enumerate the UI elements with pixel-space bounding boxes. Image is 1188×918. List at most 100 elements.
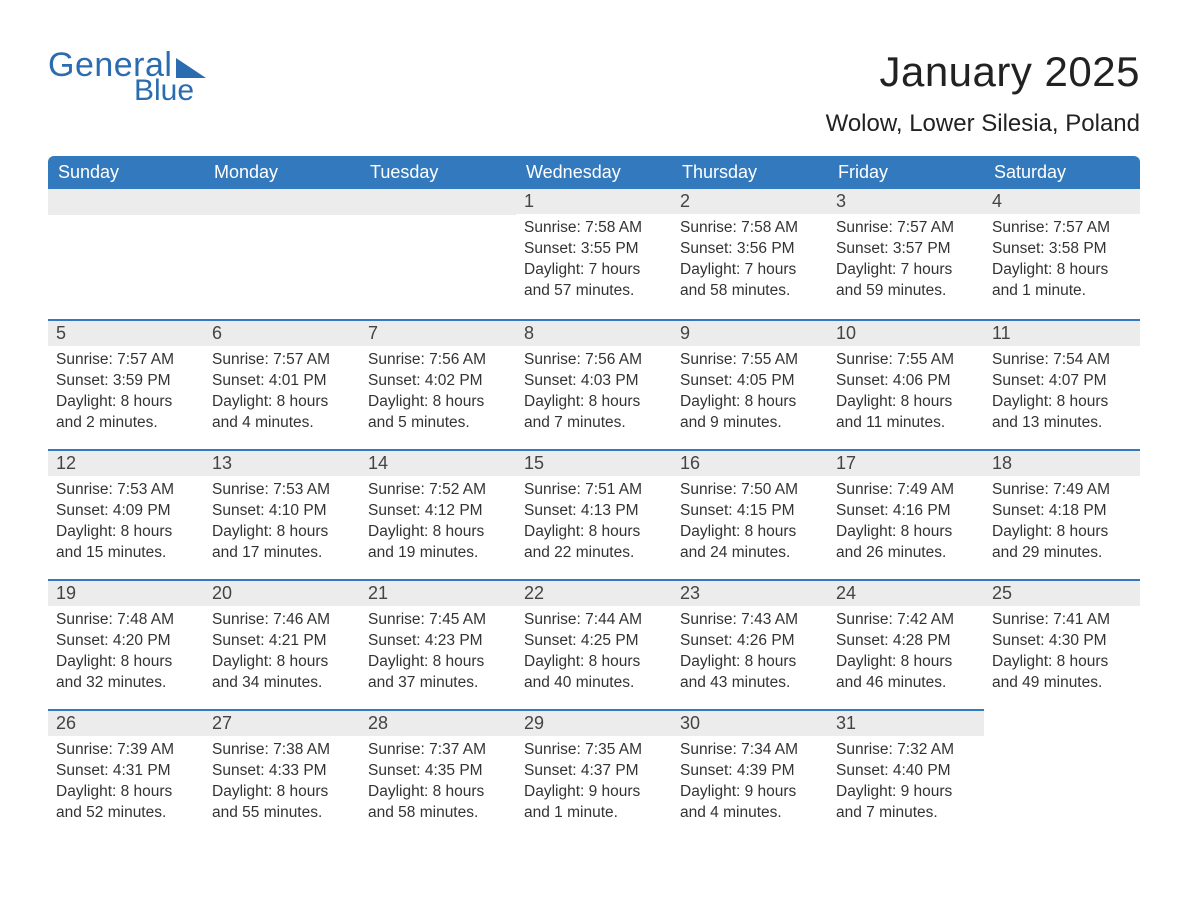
calendar-cell: 21Sunrise: 7:45 AMSunset: 4:23 PMDayligh…: [360, 579, 516, 709]
daylight-text-1: Daylight: 9 hours: [680, 782, 820, 803]
day-number: 17: [828, 449, 984, 476]
day-number: 29: [516, 709, 672, 736]
calendar-week-row: 19Sunrise: 7:48 AMSunset: 4:20 PMDayligh…: [48, 579, 1140, 709]
sunset-text: Sunset: 4:05 PM: [680, 371, 820, 392]
day-number: 13: [204, 449, 360, 476]
calendar-cell: 12Sunrise: 7:53 AMSunset: 4:09 PMDayligh…: [48, 449, 204, 579]
day-number: 19: [48, 579, 204, 606]
day-number: 26: [48, 709, 204, 736]
daylight-text-1: Daylight: 8 hours: [56, 392, 196, 413]
day-header: Friday: [828, 156, 984, 189]
daylight-text-1: Daylight: 8 hours: [836, 392, 976, 413]
day-number: 9: [672, 319, 828, 346]
daylight-text-2: and 32 minutes.: [56, 673, 196, 694]
calendar-table: Sunday Monday Tuesday Wednesday Thursday…: [48, 156, 1140, 839]
day-details: Sunrise: 7:38 AMSunset: 4:33 PMDaylight:…: [204, 736, 360, 832]
daylight-text-2: and 5 minutes.: [368, 413, 508, 434]
calendar-cell: 9Sunrise: 7:55 AMSunset: 4:05 PMDaylight…: [672, 319, 828, 449]
day-number: 15: [516, 449, 672, 476]
day-details: Sunrise: 7:37 AMSunset: 4:35 PMDaylight:…: [360, 736, 516, 832]
day-details: Sunrise: 7:48 AMSunset: 4:20 PMDaylight:…: [48, 606, 204, 702]
daylight-text-2: and 59 minutes.: [836, 281, 976, 302]
day-number: 23: [672, 579, 828, 606]
calendar-cell: 8Sunrise: 7:56 AMSunset: 4:03 PMDaylight…: [516, 319, 672, 449]
sunset-text: Sunset: 4:33 PM: [212, 761, 352, 782]
day-header: Sunday: [48, 156, 204, 189]
day-number: 31: [828, 709, 984, 736]
daylight-text-1: Daylight: 8 hours: [992, 522, 1132, 543]
sunset-text: Sunset: 4:20 PM: [56, 631, 196, 652]
daylight-text-2: and 26 minutes.: [836, 543, 976, 564]
daylight-text-2: and 24 minutes.: [680, 543, 820, 564]
calendar-header-row: Sunday Monday Tuesday Wednesday Thursday…: [48, 156, 1140, 189]
daylight-text-2: and 58 minutes.: [368, 803, 508, 824]
daylight-text-2: and 4 minutes.: [680, 803, 820, 824]
day-number: 18: [984, 449, 1140, 476]
daylight-text-2: and 7 minutes.: [524, 413, 664, 434]
daylight-text-2: and 9 minutes.: [680, 413, 820, 434]
calendar-cell: 10Sunrise: 7:55 AMSunset: 4:06 PMDayligh…: [828, 319, 984, 449]
daylight-text-1: Daylight: 8 hours: [992, 652, 1132, 673]
calendar-week-row: 12Sunrise: 7:53 AMSunset: 4:09 PMDayligh…: [48, 449, 1140, 579]
sunrise-text: Sunrise: 7:55 AM: [680, 350, 820, 371]
day-header: Wednesday: [516, 156, 672, 189]
daylight-text-1: Daylight: 8 hours: [836, 522, 976, 543]
day-details: Sunrise: 7:56 AMSunset: 4:02 PMDaylight:…: [360, 346, 516, 442]
day-details: Sunrise: 7:55 AMSunset: 4:06 PMDaylight:…: [828, 346, 984, 442]
day-number: 14: [360, 449, 516, 476]
day-details: Sunrise: 7:49 AMSunset: 4:18 PMDaylight:…: [984, 476, 1140, 572]
day-details: Sunrise: 7:44 AMSunset: 4:25 PMDaylight:…: [516, 606, 672, 702]
sunrise-text: Sunrise: 7:57 AM: [992, 218, 1132, 239]
sunrise-text: Sunrise: 7:37 AM: [368, 740, 508, 761]
day-details: Sunrise: 7:43 AMSunset: 4:26 PMDaylight:…: [672, 606, 828, 702]
daylight-text-1: Daylight: 8 hours: [992, 260, 1132, 281]
day-number: 20: [204, 579, 360, 606]
sunrise-text: Sunrise: 7:53 AM: [212, 480, 352, 501]
daylight-text-2: and 13 minutes.: [992, 413, 1132, 434]
daylight-text-1: Daylight: 8 hours: [56, 782, 196, 803]
sunrise-text: Sunrise: 7:53 AM: [56, 480, 196, 501]
daylight-text-1: Daylight: 8 hours: [836, 652, 976, 673]
day-details: Sunrise: 7:56 AMSunset: 4:03 PMDaylight:…: [516, 346, 672, 442]
calendar-cell: 18Sunrise: 7:49 AMSunset: 4:18 PMDayligh…: [984, 449, 1140, 579]
sunset-text: Sunset: 4:21 PM: [212, 631, 352, 652]
sunset-text: Sunset: 4:12 PM: [368, 501, 508, 522]
sunrise-text: Sunrise: 7:49 AM: [836, 480, 976, 501]
sunrise-text: Sunrise: 7:32 AM: [836, 740, 976, 761]
sunrise-text: Sunrise: 7:48 AM: [56, 610, 196, 631]
daylight-text-1: Daylight: 8 hours: [212, 782, 352, 803]
calendar-cell: 22Sunrise: 7:44 AMSunset: 4:25 PMDayligh…: [516, 579, 672, 709]
day-details: Sunrise: 7:46 AMSunset: 4:21 PMDaylight:…: [204, 606, 360, 702]
sunset-text: Sunset: 4:18 PM: [992, 501, 1132, 522]
calendar-cell: 14Sunrise: 7:52 AMSunset: 4:12 PMDayligh…: [360, 449, 516, 579]
day-header: Thursday: [672, 156, 828, 189]
calendar-week-row: 1Sunrise: 7:58 AMSunset: 3:55 PMDaylight…: [48, 189, 1140, 319]
daylight-text-2: and 4 minutes.: [212, 413, 352, 434]
sunset-text: Sunset: 4:30 PM: [992, 631, 1132, 652]
calendar-cell: 20Sunrise: 7:46 AMSunset: 4:21 PMDayligh…: [204, 579, 360, 709]
day-number: 28: [360, 709, 516, 736]
sunrise-text: Sunrise: 7:34 AM: [680, 740, 820, 761]
daylight-text-2: and 43 minutes.: [680, 673, 820, 694]
calendar-cell: 4Sunrise: 7:57 AMSunset: 3:58 PMDaylight…: [984, 189, 1140, 319]
sunset-text: Sunset: 4:03 PM: [524, 371, 664, 392]
day-details: Sunrise: 7:57 AMSunset: 3:58 PMDaylight:…: [984, 214, 1140, 310]
day-details: Sunrise: 7:52 AMSunset: 4:12 PMDaylight:…: [360, 476, 516, 572]
daylight-text-2: and 57 minutes.: [524, 281, 664, 302]
sunset-text: Sunset: 4:10 PM: [212, 501, 352, 522]
sunset-text: Sunset: 4:37 PM: [524, 761, 664, 782]
sunrise-text: Sunrise: 7:57 AM: [56, 350, 196, 371]
day-details: Sunrise: 7:39 AMSunset: 4:31 PMDaylight:…: [48, 736, 204, 832]
sunset-text: Sunset: 4:39 PM: [680, 761, 820, 782]
daylight-text-2: and 1 minute.: [992, 281, 1132, 302]
empty-day-band: [48, 189, 204, 215]
day-number: 6: [204, 319, 360, 346]
daylight-text-1: Daylight: 8 hours: [368, 782, 508, 803]
daylight-text-1: Daylight: 8 hours: [368, 392, 508, 413]
sunrise-text: Sunrise: 7:43 AM: [680, 610, 820, 631]
daylight-text-1: Daylight: 8 hours: [212, 652, 352, 673]
day-details: Sunrise: 7:57 AMSunset: 4:01 PMDaylight:…: [204, 346, 360, 442]
calendar-cell: 25Sunrise: 7:41 AMSunset: 4:30 PMDayligh…: [984, 579, 1140, 709]
day-details: Sunrise: 7:34 AMSunset: 4:39 PMDaylight:…: [672, 736, 828, 832]
daylight-text-1: Daylight: 8 hours: [524, 392, 664, 413]
